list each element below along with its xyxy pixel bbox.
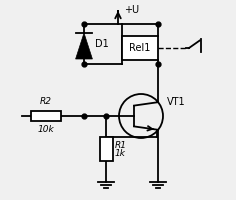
Text: VT1: VT1 (167, 97, 186, 107)
Text: D1: D1 (95, 39, 109, 49)
Text: Rel1: Rel1 (129, 43, 151, 53)
Text: 10k: 10k (38, 125, 54, 134)
Polygon shape (76, 33, 93, 59)
Text: R1: R1 (114, 140, 126, 149)
Text: R2: R2 (40, 97, 52, 106)
Text: +U: +U (124, 5, 139, 15)
FancyBboxPatch shape (100, 137, 113, 161)
Text: 1k: 1k (114, 150, 126, 158)
FancyBboxPatch shape (31, 111, 61, 121)
FancyBboxPatch shape (122, 36, 158, 60)
